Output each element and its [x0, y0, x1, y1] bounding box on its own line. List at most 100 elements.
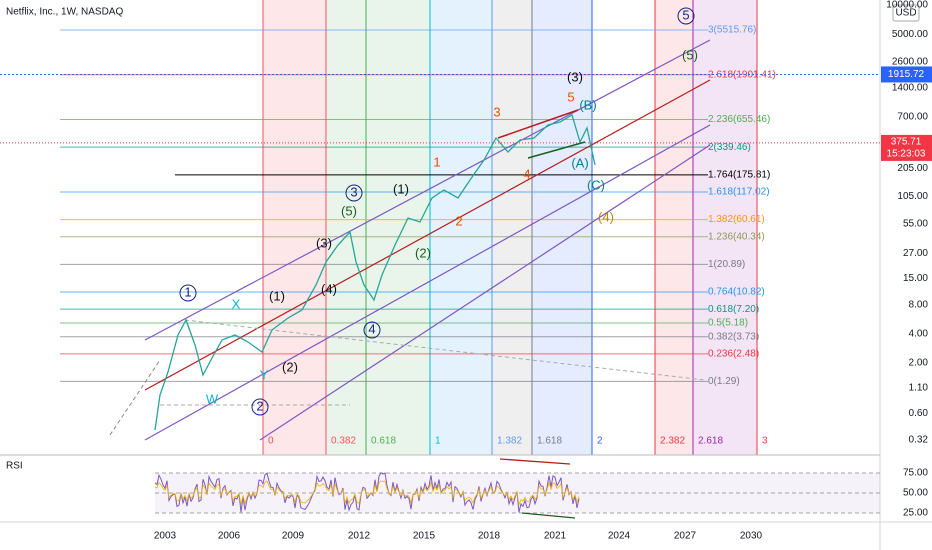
time-zone-label: 2.618 [698, 436, 723, 447]
price-tick-label: 27.00 [903, 248, 928, 259]
wave-label: (3) [316, 235, 332, 250]
wave-circle [251, 398, 269, 416]
channel-line [144, 39, 711, 341]
price-tick-label: 2.00 [909, 358, 929, 369]
time-zone [326, 0, 366, 455]
arrow [521, 512, 576, 519]
wave-label: (A) [571, 155, 588, 170]
arrow [497, 109, 579, 139]
wave-label: 5 [567, 89, 574, 104]
time-zone-label: 1.382 [497, 436, 522, 447]
fib-label: 0.236(2.48) [708, 349, 759, 360]
time-zone-label: 0.382 [331, 436, 356, 447]
fib-label: 0.5(5.18) [708, 318, 748, 329]
fib-label: 0(1.29) [708, 376, 740, 387]
wave-label: 4 [523, 166, 530, 181]
wave-circle [345, 184, 363, 202]
fib-label: 3(5515.76) [708, 25, 756, 36]
price-tick-label: 55.00 [903, 218, 928, 229]
time-tick-label: 2009 [282, 531, 305, 542]
countdown: 15:23:03 [887, 149, 926, 160]
time-zone-label: 1 [435, 436, 441, 447]
price-tick-label: 5000.00 [892, 29, 929, 40]
time-tick-label: 2024 [608, 531, 631, 542]
price-tick-label: 1400.00 [892, 82, 929, 93]
time-tick-label: 2015 [413, 531, 436, 542]
time-zone [532, 0, 592, 455]
price-tick-label: 105.00 [897, 191, 928, 202]
wave-circle [677, 7, 695, 25]
time-zone-label: 2.382 [660, 436, 685, 447]
time-zone [366, 0, 430, 455]
wave-label: 4 [368, 321, 375, 336]
price-tick-label: 2600.00 [892, 56, 929, 67]
symbol-title: Netflix, Inc., 1W, NASDAQ [6, 7, 123, 18]
time-zone-label: 1.618 [537, 436, 562, 447]
wave-label: X [232, 296, 241, 311]
fib-label: 0.618(7.20) [708, 304, 759, 315]
rsi-line [154, 472, 580, 513]
time-tick-label: 2030 [740, 531, 763, 542]
fib-label: 0.382(3.73) [708, 331, 759, 342]
marked-price-box [881, 66, 932, 83]
dashed-trend [109, 359, 161, 436]
price-tick-label: 15.00 [903, 273, 928, 284]
wave-label: W [206, 391, 219, 406]
time-zone [655, 0, 693, 455]
wave-label: (B) [579, 97, 596, 112]
fib-label: 0.764(10.82) [708, 287, 765, 298]
marked-price: 1915.72 [888, 69, 925, 80]
currency: USD [895, 8, 916, 19]
wave-label: 2 [256, 398, 263, 413]
wave-label: 2 [455, 213, 462, 228]
wave-label: (4) [321, 281, 337, 296]
wave-label: 5 [682, 7, 689, 22]
rsi-ma [154, 480, 580, 507]
rsi-tick-label: 75.00 [903, 468, 928, 479]
wave-label: (5) [341, 203, 357, 218]
wave-label: 3 [493, 104, 500, 119]
fib-label: 1.764(175.81) [708, 169, 770, 180]
price-line [154, 114, 596, 431]
channel-line [144, 124, 711, 441]
wave-label: (5) [682, 47, 698, 62]
time-zone [263, 0, 326, 455]
wave-label: (2) [415, 245, 431, 260]
arrow [527, 141, 586, 159]
wave-label: (1) [269, 288, 285, 303]
time-zone [693, 0, 757, 455]
wave-circle [179, 284, 197, 302]
wave-label: (C) [587, 177, 605, 192]
wave-label: (3) [567, 69, 583, 84]
wave-label: 1 [433, 154, 440, 169]
wave-circle [363, 321, 381, 339]
time-tick-label: 2021 [544, 531, 567, 542]
price-tick-label: 0.60 [909, 408, 929, 419]
wave-label: (2) [282, 359, 298, 374]
price-tick-label: 10000.00 [886, 0, 928, 11]
wave-label: 1 [184, 284, 191, 299]
rsi-tick-label: 25.00 [903, 508, 928, 519]
price-tick-label: 0.32 [909, 435, 929, 446]
channel-line [144, 79, 711, 391]
arrow [499, 458, 571, 465]
current-price-box [881, 134, 932, 161]
time-tick-label: 2006 [218, 531, 241, 542]
time-tick-label: 2012 [348, 531, 371, 542]
fib-label: 1.236(40.34) [708, 231, 765, 242]
time-zone-label: 0.618 [371, 436, 396, 447]
rsi-tick-label: 50.00 [903, 488, 928, 499]
price-tick-label: 205.00 [897, 163, 928, 174]
price-tick-label: 1.10 [909, 383, 929, 394]
wave-label: Y [260, 367, 269, 382]
time-tick-label: 2003 [154, 531, 177, 542]
time-tick-label: 2018 [478, 531, 501, 542]
time-zone-label: 3 [762, 436, 768, 447]
price-tick-label: 4.00 [909, 328, 929, 339]
time-zone [592, 0, 655, 455]
time-tick-label: 2027 [674, 531, 697, 542]
currency-box [892, 4, 920, 22]
price-tick-label: 700.00 [897, 111, 928, 122]
